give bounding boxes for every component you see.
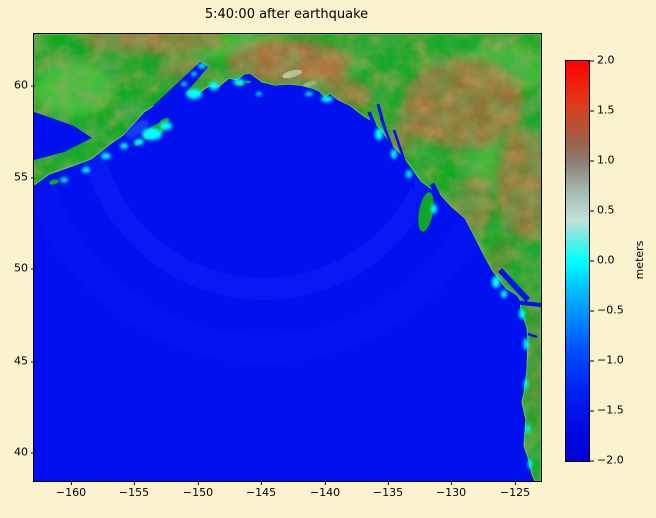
x-tick-label: −140 [309,481,341,499]
tsunami-wave-spots [60,63,532,469]
colorbar-tick-label: −1.5 [590,403,624,417]
y-tick-label: 50 [14,261,35,275]
colorbar-tick-label: 1.0 [590,153,615,167]
y-tick-label: 60 [14,78,35,92]
colorbar-tick-label: −1.0 [590,353,624,367]
y-tick-label: 40 [14,445,35,459]
y-tick-label: 45 [14,354,35,368]
x-tick-label: −130 [435,481,467,499]
x-tick-label: −135 [372,481,404,499]
x-tick-label: −160 [55,481,87,499]
plot-title: 5:40:00 after earthquake [204,7,369,22]
x-tick-label: −155 [118,481,150,499]
colorbar-gradient [565,60,590,462]
x-tick-label: −145 [245,481,277,499]
colorbar-tick-label: 0.0 [590,253,615,267]
colorbar-tick-label: −2.0 [590,453,624,467]
haida-gwaii-island [418,192,434,232]
tsunami-map-svg [34,34,541,481]
map-plot [33,33,542,482]
y-tick-label: 55 [14,170,35,184]
x-tick-label: −125 [499,481,531,499]
colorbar-axis-label: meters [633,240,646,280]
colorbar-tick-label: −0.5 [590,303,624,317]
colorbar-tick-label: 0.5 [590,203,615,217]
colorbar-tick-label: 2.0 [590,53,615,67]
x-tick-label: −150 [182,481,214,499]
colorbar-tick-label: 1.5 [590,103,615,117]
